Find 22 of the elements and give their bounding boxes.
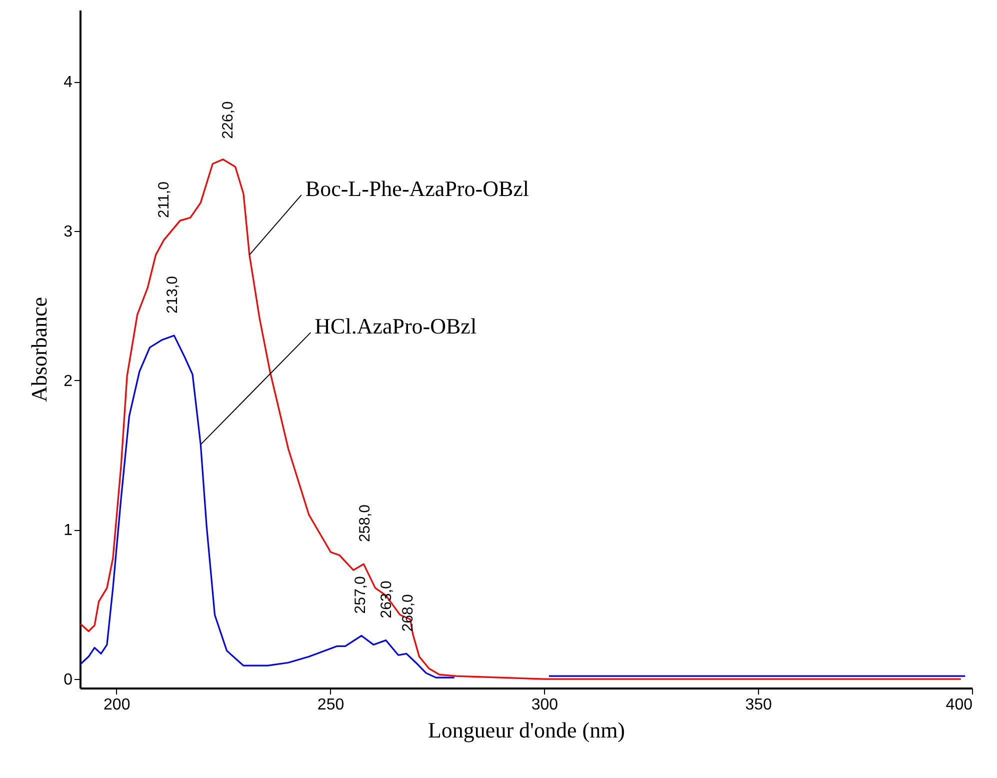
- annotation: 257,0: [352, 576, 370, 614]
- x-tick-label: 350: [745, 696, 772, 714]
- line-series: [80, 158, 962, 680]
- x-axis-title: Longueur d'onde (nm): [428, 718, 626, 742]
- annotation: 258,0: [356, 504, 374, 542]
- y-tick-label: 3: [64, 224, 73, 241]
- x-tick-label: 200: [104, 696, 130, 714]
- annotation: 226,0: [220, 101, 237, 139]
- annotation: 211,0: [155, 182, 172, 218]
- text: Boc-L-Phe-AzaPro-OBzl: [305, 176, 530, 201]
- text: HCl.AzaPro-OBzl: [314, 314, 477, 339]
- y-tick-label: 2: [64, 372, 73, 390]
- y-tick-label: 1: [64, 522, 73, 540]
- annotation: 213,0: [164, 276, 181, 314]
- annotation: 263,0: [378, 580, 395, 618]
- x-tick-label: 300: [531, 696, 558, 714]
- y-tick-label: 0: [64, 672, 73, 689]
- y-axis-title: Absorbance: [26, 296, 52, 402]
- y-tick-label: 4: [64, 74, 73, 92]
- annotation: 268,0: [399, 594, 416, 632]
- x-tick-label: 400: [946, 696, 973, 714]
- x-tick-label: 250: [317, 696, 344, 714]
